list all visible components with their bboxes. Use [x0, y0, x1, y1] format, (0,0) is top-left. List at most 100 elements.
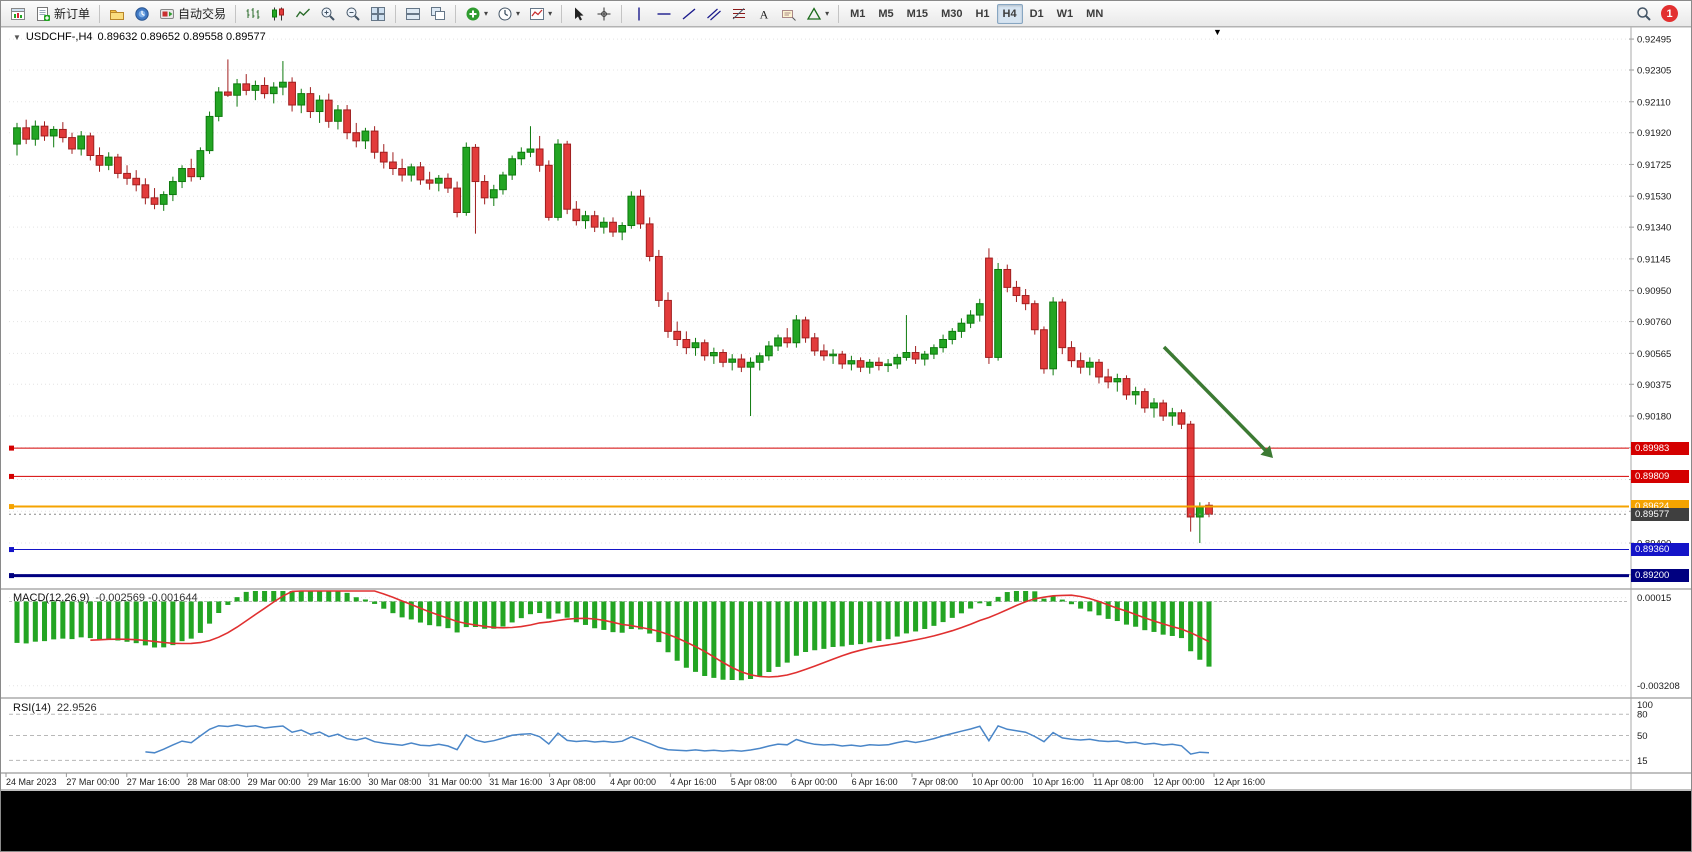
autotrading-button[interactable]: 自动交易 [155, 3, 230, 25]
fibonacci-tool[interactable] [727, 3, 751, 25]
zoom-in-button[interactable] [316, 3, 340, 25]
toolbar-separator [235, 4, 237, 23]
text-tool[interactable]: A [752, 3, 776, 25]
channel-tool[interactable] [702, 3, 726, 25]
timeframe-button-d1[interactable]: D1 [1024, 4, 1050, 24]
line-chart-button[interactable] [291, 3, 315, 25]
tile-windows-button[interactable] [366, 3, 390, 25]
toolbar-separator [561, 4, 563, 23]
svg-text:30 Mar 08:00: 30 Mar 08:00 [368, 777, 421, 787]
time-axis[interactable]: 24 Mar 2023 27 Mar 00:00 27 Mar 16:00 28 Ma… [5, 773, 1265, 787]
profiles-button[interactable] [105, 3, 129, 25]
candlestick-button[interactable] [266, 3, 290, 25]
periods-button[interactable]: ▾ [493, 3, 524, 25]
search-button[interactable] [1632, 3, 1656, 25]
timeframe-button-h1[interactable]: H1 [969, 4, 995, 24]
svg-text:4 Apr 16:00: 4 Apr 16:00 [670, 777, 716, 787]
timeframe-button-m1[interactable]: M1 [844, 4, 871, 24]
svg-text:0.92110: 0.92110 [1637, 97, 1671, 108]
cascade-windows-button[interactable] [426, 3, 450, 25]
candles-layer [13, 59, 1213, 544]
price-grid: 0.92495 0.92305 0.92110 0.91920 0.91725 0.915… [9, 35, 1671, 581]
svg-text:50: 50 [1637, 731, 1648, 742]
chart-shift-marker[interactable]: ▼ [1213, 27, 1222, 37]
shapes-tool[interactable]: ▾ [802, 3, 833, 25]
rsi-indicator-label: RSI(14) 22.9526 [13, 702, 97, 714]
svg-text:7 Apr 08:00: 7 Apr 08:00 [912, 777, 958, 787]
autotrading-icon [160, 8, 175, 19]
tile-windows-icon [371, 6, 386, 21]
vertical-line-tool[interactable] [627, 3, 651, 25]
rsi-name: RSI(14) [13, 702, 51, 714]
chart-ohlc-values: 0.89632 0.89652 0.89558 0.89577 [97, 31, 266, 43]
crosshair-button[interactable] [592, 3, 616, 25]
text-label-tool[interactable] [777, 3, 801, 25]
main-toolbar: 新订单 自动交易 [1, 1, 1691, 27]
bar-chart-button[interactable] [241, 3, 265, 25]
svg-text:0.90760: 0.90760 [1637, 317, 1671, 328]
svg-text:29 Mar 16:00: 29 Mar 16:00 [308, 777, 361, 787]
svg-text:0.91340: 0.91340 [1637, 223, 1671, 234]
templates-button[interactable]: ▾ [525, 3, 556, 25]
dropdown-caret: ▾ [484, 8, 489, 18]
tile-horizontal-button[interactable] [401, 3, 425, 25]
svg-text:11 Apr 08:00: 11 Apr 08:00 [1093, 777, 1143, 787]
timeframe-button-m30[interactable]: M30 [935, 4, 968, 24]
autotrading-label: 自动交易 [178, 7, 227, 21]
candlestick-icon [272, 7, 285, 20]
zoom-out-button[interactable] [341, 3, 365, 25]
dropdown-caret: ▾ [825, 8, 830, 18]
svg-text:-0.003208: -0.003208 [1637, 681, 1680, 692]
new-order-button[interactable]: 新订单 [31, 3, 94, 25]
tile-horizontal-icon [406, 7, 421, 20]
svg-text:80: 80 [1637, 710, 1648, 721]
timeframe-button-mn[interactable]: MN [1080, 4, 1109, 24]
svg-text:0.90375: 0.90375 [1637, 380, 1671, 391]
svg-text:0.92305: 0.92305 [1637, 66, 1671, 77]
chart-menu-caret[interactable]: ▼ [13, 32, 21, 42]
dropdown-caret: ▾ [548, 8, 553, 18]
window-bottom-edge [1, 791, 1691, 851]
svg-text:A: A [760, 7, 769, 21]
toolbar-separator [395, 4, 397, 23]
macd-indicator-label: MACD(12,26,9) -0.002569 -0.001644 [13, 592, 198, 604]
cursor-button[interactable] [567, 3, 591, 25]
horizontal-line-icon [657, 12, 671, 15]
shapes-icon [806, 6, 822, 20]
svg-text:6 Apr 16:00: 6 Apr 16:00 [852, 777, 898, 787]
rsi-line [145, 724, 1210, 755]
svg-text:27 Mar 00:00: 27 Mar 00:00 [66, 777, 119, 787]
zoom-in-icon [321, 7, 335, 21]
macd-values: -0.002569 -0.001644 [95, 592, 198, 604]
timeframe-button-w1[interactable]: W1 [1051, 4, 1080, 24]
bar-chart-icon [246, 7, 260, 19]
new-order-icon [37, 6, 50, 21]
svg-text:0.89595: 0.89595 [1637, 507, 1671, 518]
svg-text:27 Mar 16:00: 27 Mar 16:00 [127, 777, 180, 787]
timeframe-button-m5[interactable]: M5 [872, 4, 899, 24]
svg-text:10 Apr 16:00: 10 Apr 16:00 [1033, 777, 1084, 787]
trendline-tool[interactable] [677, 3, 701, 25]
new-chart-button[interactable] [6, 3, 30, 25]
timeframe-button-h4[interactable]: H4 [996, 3, 1023, 24]
svg-text:3 Apr 08:00: 3 Apr 08:00 [550, 777, 596, 787]
chart-canvas[interactable]: 0.92495 0.92305 0.92110 0.91920 0.91725 0.915… [1, 1, 1692, 791]
svg-text:0.89205: 0.89205 [1637, 570, 1671, 581]
timeframe-button-m15[interactable]: M15 [901, 4, 934, 24]
fibonacci-icon [732, 7, 746, 19]
search-icon [1637, 6, 1651, 21]
new-chart-icon [11, 7, 25, 20]
vertical-line-icon [638, 7, 640, 20]
add-indicator-button[interactable]: ▾ [461, 3, 492, 25]
svg-text:0.89400: 0.89400 [1637, 539, 1671, 550]
notification-badge[interactable]: 1 [1661, 5, 1678, 22]
horizontal-line-tool[interactable] [652, 3, 676, 25]
market-watch-button[interactable] [130, 3, 154, 25]
svg-text:28 Mar 08:00: 28 Mar 08:00 [187, 777, 240, 787]
clock-icon [498, 7, 512, 20]
cursor-icon [575, 7, 584, 20]
toolbar-separator [838, 4, 840, 23]
add-indicator-icon [466, 7, 480, 20]
